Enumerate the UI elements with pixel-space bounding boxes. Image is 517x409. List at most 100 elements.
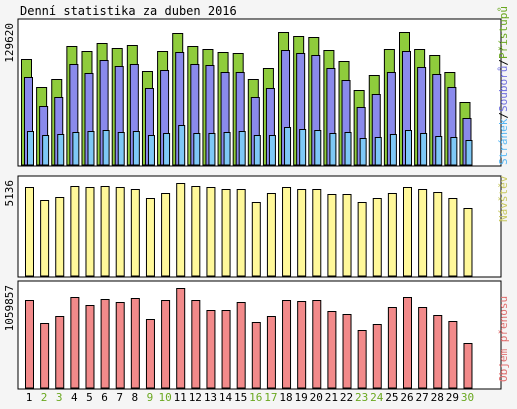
day-label: 27 [415,391,428,404]
bar-visits [433,192,443,277]
bar-pages [208,133,216,166]
bar-visits [40,200,50,277]
bar-volume [161,300,171,389]
day-label: 24 [370,391,384,404]
bar-pages [284,127,292,166]
day-label: 25 [385,391,398,404]
day-label: 20 [310,391,323,404]
bar-pages [389,134,397,166]
bar-volume [145,319,155,389]
legend-volume: Objem přenosu [497,296,510,382]
bar-pages [147,135,155,166]
bar-visits [282,187,292,277]
bar-pages [102,130,110,166]
bar-volume [342,314,352,389]
bar-volume [40,323,50,389]
day-label: 17 [264,391,277,404]
bar-volume [403,297,412,389]
day-label: 7 [116,391,123,404]
bar-volume [25,300,34,389]
bar-visits [70,186,80,277]
bar-visits [463,208,473,277]
bar-volume [297,301,307,389]
bar-visits [357,202,367,277]
bar-visits [206,187,216,277]
day-label: 26 [400,391,413,404]
ymax-label: 129620 [3,23,16,63]
bar-pages [435,136,443,166]
day-label: 4 [71,391,78,404]
bar-visits [372,198,382,277]
panel-visits: 5136 [3,175,502,278]
day-label: 9 [147,391,154,404]
day-label: 6 [101,391,108,404]
panel-traffic: 129620 [3,18,502,167]
bar-volume [176,288,186,389]
day-label: 11 [174,391,187,404]
bar-volume [266,316,276,389]
bar-pages [405,130,412,166]
bar-volume [236,302,246,389]
bar-pages [163,133,171,166]
panel-volume: 1059857 [3,280,502,390]
bar-volume [387,307,397,389]
bar-pages [238,131,246,166]
bar-pages [87,131,95,166]
day-label: 10 [158,391,171,404]
bar-volume [251,322,261,389]
bar-volume [130,298,140,389]
bar-volume [115,302,125,389]
bar-pages [450,137,458,166]
day-label: 29 [446,391,459,404]
day-label: 5 [86,391,93,404]
bar-pages [223,132,231,166]
bar-visits [403,187,412,277]
day-label: 2 [41,391,48,404]
day-labels: 1 2 3 4 5 6 7 8 9 10 11 12 13 14 15 16 17 18 19 20 21 22 23 24 2… [26,391,474,404]
bar-volume [433,315,443,389]
bar-visits [100,186,110,277]
bar-pages [420,133,428,166]
bar-pages [42,135,50,166]
bar-pages [27,131,34,166]
bar-pages [344,132,352,166]
bar-volume [357,330,367,389]
bar-volume [221,310,231,389]
bar-pages [268,135,276,166]
day-label: 3 [56,391,63,404]
day-label: 12 [189,391,202,404]
legend-traffic: Stránek/Souborů/Přístupů [497,6,510,165]
day-label: 1 [26,391,33,404]
bar-volume [55,316,65,389]
legend-visits: Návštěv [497,175,510,222]
bar-pages [72,132,80,166]
chart-panels: 129620 5136 1059857 Stránek/Souborů/Přístup… [3,6,510,390]
bar-visits [85,187,95,277]
bar-volume [206,310,216,389]
day-label: 21 [325,391,338,404]
bar-pages [329,133,337,166]
bar-visits [387,193,397,277]
bar-pages [359,138,367,166]
bar-pages [193,133,201,166]
bar-visits [145,198,155,277]
bar-pages [132,131,140,166]
bar-volume [418,307,428,389]
bar-volume [372,324,382,389]
bar-volume [100,299,110,389]
bar-visits [176,183,186,277]
day-label: 15 [234,391,247,404]
bar-visits [55,197,65,277]
bar-volume [282,300,292,389]
bar-pages [465,140,473,166]
bar-visits [418,189,428,277]
bar-visits [25,187,34,277]
bar-volume [85,305,95,389]
bar-volume [70,297,80,389]
bar-visits [236,189,246,277]
day-label: 8 [132,391,139,404]
day-label: 13 [204,391,217,404]
bar-pages [299,129,307,166]
bar-visits [297,189,307,277]
